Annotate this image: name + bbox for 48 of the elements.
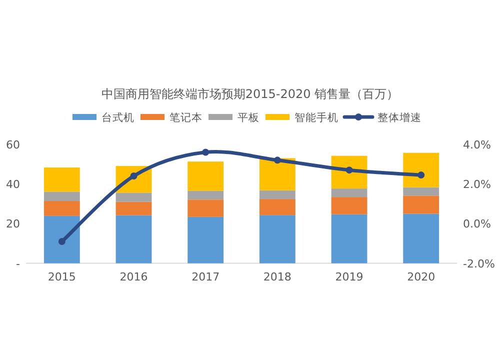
x-tick-label: 2019 xyxy=(335,270,364,284)
bar xyxy=(259,215,296,264)
bar xyxy=(403,196,440,214)
point xyxy=(202,148,210,156)
bar xyxy=(44,168,80,192)
legend-label: 笔记本 xyxy=(170,111,202,124)
legend-label: 平板 xyxy=(238,112,260,124)
bar xyxy=(116,192,152,202)
y-tick-label: - xyxy=(16,257,20,270)
bar xyxy=(403,214,440,264)
bar xyxy=(403,187,440,196)
x-tick-label: 2015 xyxy=(48,270,76,284)
bar xyxy=(259,190,296,200)
x-tick-label: 2016 xyxy=(120,270,148,284)
y2-tick-label: 4.0% xyxy=(463,138,491,152)
legend-label: 台式机 xyxy=(102,111,134,124)
point xyxy=(130,172,138,180)
x-tick-label: 2018 xyxy=(263,270,292,284)
y-tick-label: 40 xyxy=(6,178,20,191)
y2-tick-label: 0.0% xyxy=(463,218,491,231)
point xyxy=(58,238,66,245)
bar xyxy=(259,199,296,216)
legend-label: 智能手机 xyxy=(294,111,338,124)
point xyxy=(346,166,353,174)
bar xyxy=(331,188,368,198)
bar xyxy=(44,192,80,202)
x-tick-label: 2017 xyxy=(192,270,220,284)
bar xyxy=(188,190,224,200)
point xyxy=(418,172,425,179)
bar xyxy=(331,214,368,264)
y-tick-label: 20 xyxy=(6,218,20,231)
bar xyxy=(403,152,440,188)
legend-label: 整体增速 xyxy=(378,111,422,124)
point xyxy=(274,156,281,164)
bar xyxy=(116,215,152,264)
bar xyxy=(259,158,296,190)
bar xyxy=(188,216,224,264)
bar xyxy=(116,202,152,216)
x-tick-label: 2020 xyxy=(407,270,436,284)
bar xyxy=(331,197,368,214)
chart-title: 中国商用智能终端市场预期2015-2020 销售量（百万） xyxy=(101,87,399,101)
y2-tick-label: -2.0% xyxy=(463,257,495,270)
bar xyxy=(44,216,80,264)
y2-tick-label: 2.0% xyxy=(463,178,491,191)
y-tick-label: 60 xyxy=(6,138,20,152)
bar xyxy=(188,200,224,217)
bar xyxy=(44,201,80,216)
bar xyxy=(188,162,224,191)
